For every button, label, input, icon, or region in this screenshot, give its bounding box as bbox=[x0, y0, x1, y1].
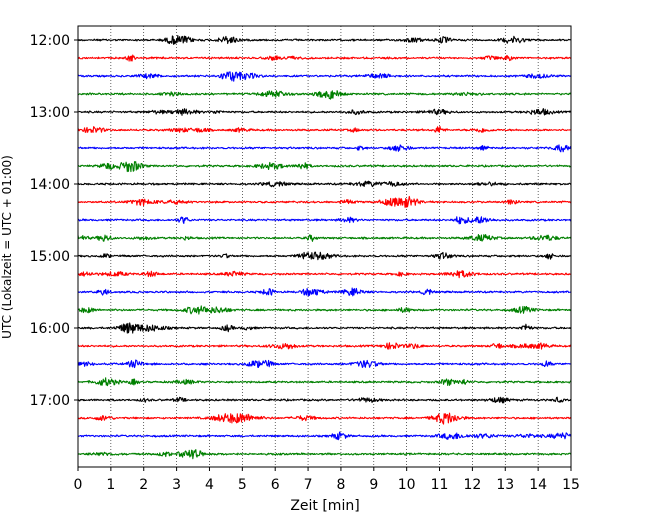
y-tick-label-1: 13:00 bbox=[30, 105, 70, 121]
trace-1545 bbox=[77, 305, 572, 315]
trace-1445 bbox=[77, 233, 572, 242]
x-tick-label-13: 13 bbox=[496, 477, 514, 493]
plot-frame bbox=[77, 25, 572, 468]
x-tick-label-10: 10 bbox=[398, 477, 416, 493]
y-axis-ticks: 12:00 13:00 14:00 15:00 16:00 17:00 bbox=[30, 33, 78, 409]
trace-1215 bbox=[77, 54, 572, 62]
trace-1700 bbox=[77, 396, 572, 404]
x-tick-label-15: 15 bbox=[562, 477, 580, 493]
x-tick-label-14: 14 bbox=[529, 477, 547, 493]
trace-1645 bbox=[77, 377, 572, 387]
trace-1345 bbox=[77, 161, 572, 173]
trace-1715 bbox=[77, 412, 572, 425]
x-tick-label-0: 0 bbox=[74, 477, 83, 493]
y-tick-label-2: 14:00 bbox=[30, 177, 70, 193]
x-tick-label-3: 3 bbox=[172, 477, 181, 493]
x-axis-ticks: 0 1 2 3 4 5 6 7 8 9 10 11 12 13 14 15 bbox=[74, 467, 580, 493]
trace-1230 bbox=[77, 71, 572, 82]
trace-1530 bbox=[77, 287, 572, 297]
x-tick-label-4: 4 bbox=[205, 477, 214, 493]
x-tick-label-8: 8 bbox=[336, 477, 345, 493]
trace-1730 bbox=[77, 431, 572, 441]
x-tick-label-7: 7 bbox=[304, 477, 313, 493]
trace-1300 bbox=[77, 108, 572, 116]
trace-group bbox=[77, 34, 572, 460]
trace-1615 bbox=[77, 342, 572, 350]
trace-1515 bbox=[77, 270, 571, 279]
trace-1315 bbox=[77, 125, 572, 134]
x-axis-label: Zeit [min] bbox=[290, 498, 359, 514]
trace-1500 bbox=[77, 251, 572, 261]
y-axis-label: UTC (Lokalzeit = UTC + 01:00) bbox=[0, 155, 14, 339]
y-tick-label-4: 16:00 bbox=[30, 321, 70, 337]
trace-1400 bbox=[77, 180, 572, 188]
y-tick-label-3: 15:00 bbox=[30, 249, 70, 265]
x-tick-label-9: 9 bbox=[369, 477, 378, 493]
x-tick-label-12: 12 bbox=[463, 477, 481, 493]
trace-1200 bbox=[77, 34, 572, 45]
plot-background bbox=[78, 26, 571, 467]
x-tick-label-5: 5 bbox=[238, 477, 247, 493]
trace-1330 bbox=[77, 144, 572, 153]
x-tick-label-11: 11 bbox=[431, 477, 449, 493]
x-tick-label-1: 1 bbox=[106, 477, 115, 493]
trace-1745 bbox=[77, 449, 572, 460]
x-tick-label-6: 6 bbox=[271, 477, 280, 493]
trace-1600 bbox=[77, 322, 572, 334]
trace-1430 bbox=[77, 216, 572, 225]
y-tick-label-0: 12:00 bbox=[30, 33, 70, 49]
trace-1415 bbox=[77, 195, 572, 208]
trace-1630 bbox=[77, 359, 572, 369]
trace-1245 bbox=[77, 90, 572, 100]
x-tick-label-2: 2 bbox=[139, 477, 148, 493]
y-tick-label-5: 17:00 bbox=[30, 393, 70, 409]
